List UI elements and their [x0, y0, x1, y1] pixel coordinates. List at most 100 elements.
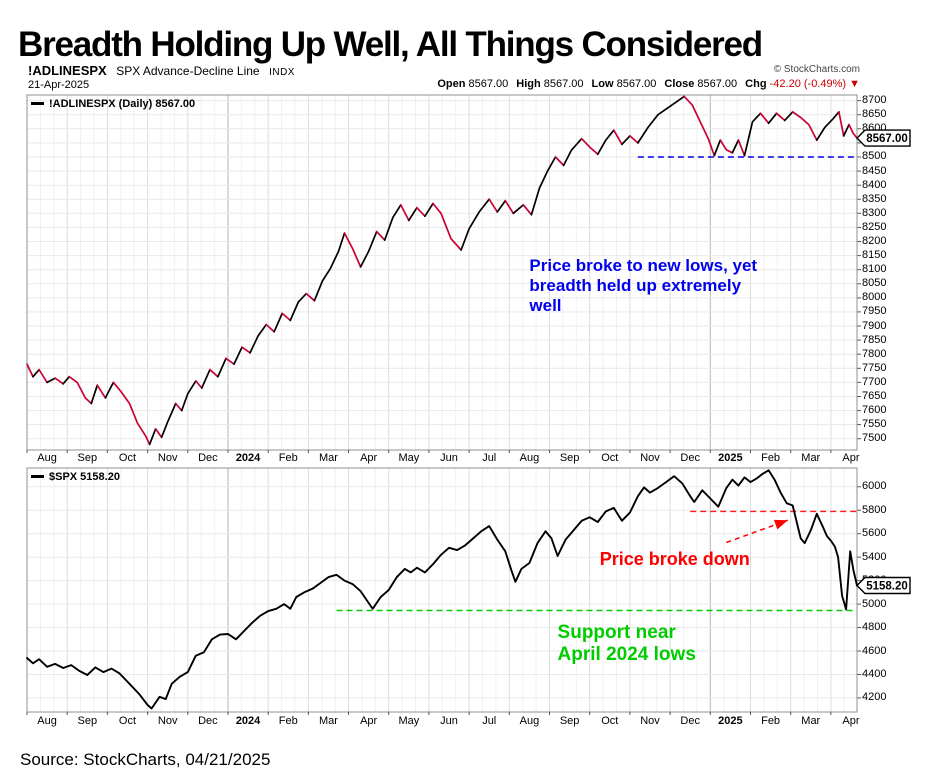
y-tick-label: 8650 — [862, 108, 887, 121]
x-tick-label: Feb — [761, 715, 781, 727]
legend-line-swatch — [31, 102, 44, 105]
x-tick-label: Jul — [482, 715, 497, 727]
x-tick-label: Jul — [482, 452, 497, 464]
ohlc-label: Chg — [745, 78, 767, 90]
y-tick-label: 7550 — [862, 418, 887, 431]
y-tick-label: 7950 — [862, 305, 887, 318]
x-tick-label: Apr — [360, 715, 378, 727]
symbol-name: SPX Advance-Decline Line — [116, 64, 260, 78]
legend-line-swatch — [31, 475, 44, 478]
ohlc-value: 8567.00 — [613, 78, 657, 90]
x-tick-label: Sep — [559, 452, 580, 464]
ohlc-value: 8567.00 — [694, 78, 738, 90]
x-tick-label: Dec — [198, 715, 218, 727]
chart-annotation: Support near April 2024 lows — [557, 621, 696, 665]
y-tick-label: 8350 — [862, 192, 887, 205]
x-tick-label: Dec — [680, 715, 700, 727]
x-tick-label: Mar — [318, 452, 338, 464]
x-tick-label: May — [398, 715, 420, 727]
svg-text:5158.20: 5158.20 — [866, 581, 908, 593]
x-tick-label: Nov — [157, 452, 178, 464]
y-tick-label: 8050 — [862, 277, 887, 290]
x-tick-label: Feb — [278, 715, 298, 727]
legend-label: !ADLINESPX (Daily) 8567.00 — [49, 98, 196, 110]
x-tick-label: Dec — [680, 452, 700, 464]
y-tick-label: 8000 — [862, 291, 887, 304]
x-tick-label: Oct — [118, 715, 137, 727]
y-tick-label: 7700 — [862, 375, 887, 388]
x-tick-label: Dec — [198, 452, 218, 464]
y-tick-label: 5400 — [862, 550, 887, 563]
ohlc-value: 8567.00 — [540, 78, 584, 90]
y-tick-label: 4200 — [862, 691, 887, 704]
y-tick-label: 8700 — [862, 94, 887, 107]
y-tick-label: 4800 — [862, 621, 887, 634]
y-tick-label: 8100 — [862, 263, 887, 276]
y-tick-label: 7800 — [862, 347, 887, 360]
chart-annotation: Price broke down — [599, 548, 750, 569]
x-tick-label: Jun — [440, 452, 458, 464]
symbol: !ADLINESPX — [28, 63, 107, 78]
x-tick-label: Feb — [761, 452, 781, 464]
page-title: Breadth Holding Up Well, All Things Cons… — [18, 25, 763, 65]
x-tick-label: Aug — [37, 715, 57, 727]
y-tick-label: 5200 — [862, 574, 887, 587]
x-tick-label: Apr — [842, 715, 860, 727]
x-tick-label: Oct — [601, 452, 619, 464]
y-tick-label: 4400 — [862, 667, 887, 680]
y-tick-label: 5800 — [862, 503, 887, 516]
ohlc-label: Open — [437, 78, 466, 90]
x-tick-label: Oct — [118, 452, 137, 464]
y-tick-label: 5600 — [862, 527, 887, 540]
ohlc-value: -42.20 (-0.49%) ▼ — [766, 78, 860, 90]
exchange-label: INDX — [269, 67, 295, 78]
y-tick-label: 7650 — [862, 389, 887, 402]
y-tick-label: 7850 — [862, 333, 887, 346]
x-tick-label: Jun — [440, 715, 458, 727]
x-tick-label: Sep — [77, 452, 98, 464]
chart-header: !ADLINESPX SPX Advance-Decline Line INDX — [28, 62, 295, 80]
x-tick-label: Apr — [842, 452, 860, 464]
chart-annotation: Price broke to new lows, yet breadth hel… — [529, 255, 758, 315]
chart-date: 21-Apr-2025 — [28, 79, 90, 91]
chart-legend: !ADLINESPX (Daily) 8567.00 — [31, 98, 195, 110]
x-tick-label: Aug — [37, 452, 57, 464]
x-tick-label: 2025 — [718, 715, 743, 727]
y-tick-label: 5000 — [862, 597, 887, 610]
x-tick-label: 2025 — [718, 452, 743, 464]
y-tick-label: 7900 — [862, 319, 887, 332]
ohlc-value: 8567.00 — [465, 78, 509, 90]
x-tick-label: Sep — [559, 715, 580, 727]
x-tick-label: Aug — [519, 452, 540, 464]
x-tick-label: Mar — [318, 715, 338, 727]
x-tick-label: Oct — [601, 715, 619, 727]
ohlc-label: Low — [591, 78, 614, 90]
y-tick-label: 4600 — [862, 644, 887, 657]
y-tick-label: 7500 — [862, 432, 887, 445]
y-tick-label: 8150 — [862, 249, 887, 262]
x-tick-label: Mar — [801, 715, 821, 727]
y-tick-label: 8250 — [862, 220, 887, 233]
x-tick-label: Feb — [278, 452, 298, 464]
legend-label: $SPX 5158.20 — [49, 471, 120, 483]
x-tick-label: Nov — [640, 452, 660, 464]
y-tick-label: 8600 — [862, 122, 887, 135]
ohlc-row: Open 8567.00 High 8567.00 Low 8567.00 Close… — [429, 78, 860, 90]
y-tick-label: 8300 — [862, 206, 887, 219]
y-tick-label: 8500 — [862, 150, 887, 163]
svg-text:8567.00: 8567.00 — [866, 133, 908, 145]
x-tick-label: Nov — [157, 715, 178, 727]
y-tick-label: 7750 — [862, 361, 887, 374]
y-tick-label: 7600 — [862, 404, 887, 417]
x-tick-label: Aug — [519, 715, 540, 727]
y-tick-label: 8550 — [862, 136, 887, 149]
y-tick-label: 8450 — [862, 164, 887, 177]
ohlc-label: Close — [664, 78, 695, 90]
x-tick-label: 2024 — [235, 715, 261, 727]
ohlc-label: High — [516, 78, 541, 90]
y-tick-label: 8400 — [862, 178, 887, 191]
